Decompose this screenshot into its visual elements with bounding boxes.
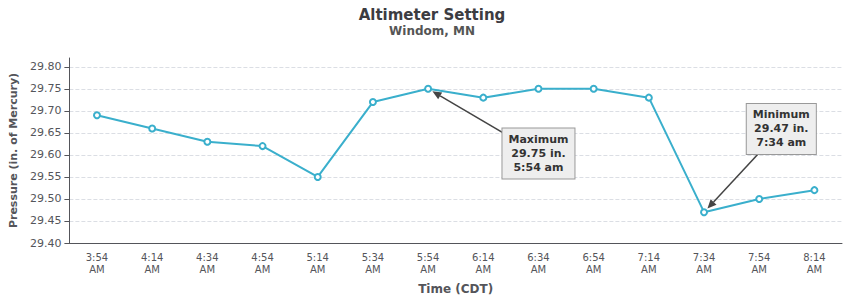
svg-text:Altimeter Setting: Altimeter Setting [359,6,506,24]
svg-text:Maximum: Maximum [508,133,568,146]
svg-text:Windom, MN: Windom, MN [389,24,475,38]
svg-text:AM: AM [531,264,546,275]
svg-text:29.70: 29.70 [30,104,62,117]
svg-text:29.60: 29.60 [30,148,62,161]
svg-text:29.80: 29.80 [30,60,62,73]
svg-text:AM: AM [89,264,104,275]
svg-text:8:14: 8:14 [803,252,825,263]
svg-text:29.55: 29.55 [30,170,62,183]
svg-text:AM: AM [751,264,766,275]
svg-text:AM: AM [144,264,159,275]
svg-text:Pressure (in. of Mercury): Pressure (in. of Mercury) [7,73,20,228]
svg-text:6:34: 6:34 [527,252,549,263]
svg-text:Minimum: Minimum [753,108,810,121]
svg-text:29.75: 29.75 [30,82,62,95]
svg-text:AM: AM [476,264,491,275]
svg-text:AM: AM [255,264,270,275]
svg-text:3:54: 3:54 [86,252,108,263]
svg-text:Time (CDT): Time (CDT) [418,282,493,296]
svg-text:AM: AM [641,264,656,275]
svg-text:29.45: 29.45 [30,214,62,227]
svg-text:AM: AM [310,264,325,275]
svg-text:AM: AM [696,264,711,275]
svg-text:29.40: 29.40 [30,237,62,250]
svg-text:7:34 am: 7:34 am [756,136,806,149]
svg-text:29.75 in.: 29.75 in. [511,147,565,160]
svg-text:29.47 in.: 29.47 in. [754,122,808,135]
svg-text:5:34: 5:34 [362,252,384,263]
svg-text:6:14: 6:14 [472,252,494,263]
svg-text:5:54 am: 5:54 am [513,161,563,174]
svg-text:29.65: 29.65 [30,126,62,139]
svg-text:29.50: 29.50 [30,192,62,205]
svg-text:AM: AM [420,264,435,275]
svg-text:AM: AM [586,264,601,275]
svg-text:7:54: 7:54 [748,252,770,263]
svg-text:4:14: 4:14 [141,252,163,263]
svg-text:5:54: 5:54 [417,252,439,263]
svg-text:5:14: 5:14 [306,252,328,263]
svg-text:7:14: 7:14 [638,252,660,263]
svg-text:AM: AM [807,264,822,275]
svg-text:7:34: 7:34 [693,252,715,263]
svg-text:4:34: 4:34 [196,252,218,263]
svg-text:AM: AM [365,264,380,275]
svg-text:6:54: 6:54 [582,252,604,263]
svg-text:4:54: 4:54 [251,252,273,263]
svg-text:AM: AM [200,264,215,275]
